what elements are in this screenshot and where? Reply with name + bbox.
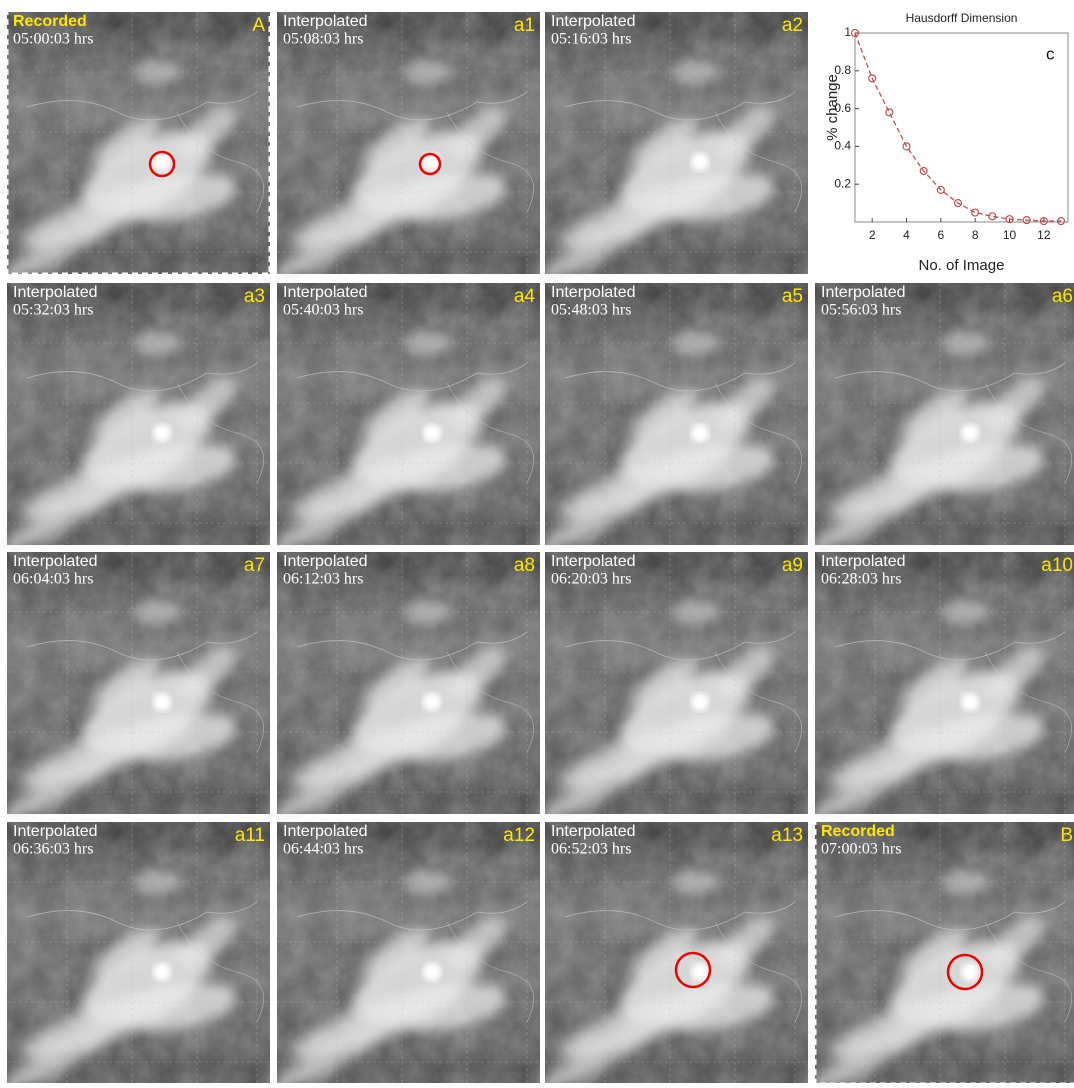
satellite-image: [0, 552, 270, 829]
panel-time: 05:32:03 hrs: [13, 302, 93, 319]
panel-status: Interpolated: [13, 553, 98, 570]
x-tick-label: 8: [972, 228, 979, 242]
satellite-image: [0, 822, 270, 1083]
panel-tag: a2: [782, 15, 803, 36]
panel-tag: a8: [514, 555, 535, 576]
chart-title: Hausdorff Dimension: [906, 11, 1018, 25]
panel-time: 05:40:03 hrs: [283, 302, 363, 319]
panel-status: Interpolated: [13, 823, 98, 840]
panel-time: 06:52:03 hrs: [551, 841, 631, 858]
satellite-image: [269, 822, 540, 1083]
panel-status: Interpolated: [551, 13, 636, 30]
satellite-image: [537, 283, 808, 560]
panel-tag: a11: [235, 825, 265, 846]
satellite-image: [537, 12, 808, 289]
panel-tag: a7: [244, 555, 265, 576]
panel-status: Interpolated: [551, 284, 636, 301]
panel-time: 05:16:03 hrs: [551, 31, 631, 48]
panel-status: Interpolated: [283, 13, 368, 30]
panel-time: 06:44:03 hrs: [283, 841, 363, 858]
satellite-image: [807, 552, 1074, 829]
panel-status: Interpolated: [551, 553, 636, 570]
x-tick-label: 4: [903, 228, 910, 242]
x-tick-label: 6: [937, 228, 944, 242]
satellite-image: [0, 12, 270, 289]
panel-tag: a12: [503, 825, 535, 846]
figure: Recorded05:00:03 hrsAInterpolated05:08:0…: [0, 0, 1074, 1083]
panel-status: Interpolated: [821, 553, 906, 570]
panel-label: c: [1046, 44, 1055, 63]
panel-tag: a1: [514, 15, 535, 36]
panel-status: Interpolated: [13, 284, 98, 301]
x-tick-label: 10: [1003, 228, 1017, 242]
panel-tag: a13: [771, 825, 803, 846]
panel-status: Interpolated: [283, 284, 368, 301]
panel-tag: a9: [782, 555, 803, 576]
panel-tag: a10: [1041, 555, 1073, 576]
panel-time: 05:56:03 hrs: [821, 302, 901, 319]
panel-status: Recorded: [821, 823, 895, 840]
satellite-image: [269, 552, 540, 829]
satellite-image: [0, 283, 270, 560]
satellite-image: [537, 552, 808, 829]
satellite-image: [807, 822, 1074, 1083]
panel-status: Recorded: [13, 13, 87, 30]
x-tick-label: 2: [869, 228, 876, 242]
y-tick-label: 1: [844, 25, 851, 39]
satellite-panel: Interpolated06:20:03 hrs a9: [537, 552, 808, 829]
satellite-panel: Recorded07:00:03 hrs B: [807, 819, 1074, 1083]
panel-tag: A: [252, 15, 265, 36]
x-axis-label: No. of Image: [919, 257, 1005, 274]
panel-time: 05:00:03 hrs: [13, 31, 93, 48]
satellite-image: [537, 822, 808, 1083]
panel-time: 05:48:03 hrs: [551, 302, 631, 319]
panel-status: Interpolated: [551, 823, 636, 840]
panel-tag: a6: [1052, 286, 1073, 307]
satellite-image: [807, 283, 1074, 560]
panel-tag: a5: [782, 286, 803, 307]
y-tick-label: 0.2: [834, 176, 851, 190]
satellite-panel: Interpolated06:28:03 hrs a10: [807, 552, 1074, 829]
panel-status: Interpolated: [821, 284, 906, 301]
panel-status: Interpolated: [283, 553, 368, 570]
panel-tag: a4: [514, 286, 536, 307]
x-tick-label: 12: [1037, 228, 1051, 242]
page: {"panels": [ {"status": "Recorded", "tim…: [0, 0, 1074, 1083]
panel-status: Interpolated: [283, 823, 368, 840]
panel-time: 06:36:03 hrs: [13, 841, 93, 858]
panel-time: 07:00:03 hrs: [821, 841, 901, 858]
panel-time: 05:08:03 hrs: [283, 31, 363, 48]
y-axis-label: % change: [824, 74, 841, 141]
satellite-image: [269, 12, 540, 289]
panel-time: 06:12:03 hrs: [283, 571, 363, 588]
satellite-panel: Interpolated06:04:03 hrs a7: [0, 552, 270, 829]
panel-time: 06:20:03 hrs: [551, 571, 631, 588]
panel-tag: a3: [244, 286, 265, 307]
satellite-image: [269, 283, 540, 560]
panel-time: 06:28:03 hrs: [821, 571, 901, 588]
panel-time: 06:04:03 hrs: [13, 571, 93, 588]
panel-tag: B: [1060, 825, 1073, 846]
